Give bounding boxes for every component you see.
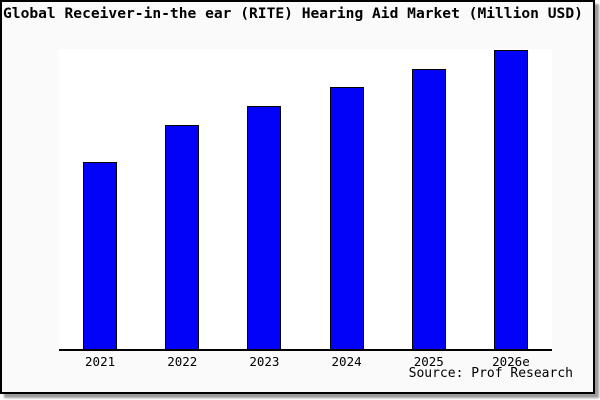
x-tick-label-2026e: 2026e bbox=[492, 354, 530, 369]
chart-title: Global Receiver-in-the ear (RITE) Hearin… bbox=[3, 5, 583, 22]
plot-area bbox=[59, 49, 552, 351]
bar-2023 bbox=[247, 105, 282, 349]
bar-2025 bbox=[411, 68, 446, 349]
chart-frame: Global Receiver-in-the ear (RITE) Hearin… bbox=[0, 0, 595, 394]
x-tick-label-2023: 2023 bbox=[249, 354, 280, 369]
x-tick-label-2022: 2022 bbox=[167, 354, 198, 369]
source-label: Source: Prof Research bbox=[408, 366, 573, 381]
bar-2024 bbox=[329, 86, 364, 349]
bar-2026e bbox=[493, 50, 528, 349]
bar-2022 bbox=[165, 125, 200, 349]
x-tick-label-2024: 2024 bbox=[331, 354, 362, 369]
bar-2021 bbox=[83, 161, 118, 349]
x-tick-label-2021: 2021 bbox=[85, 354, 116, 369]
x-tick-label-2025: 2025 bbox=[413, 354, 444, 369]
